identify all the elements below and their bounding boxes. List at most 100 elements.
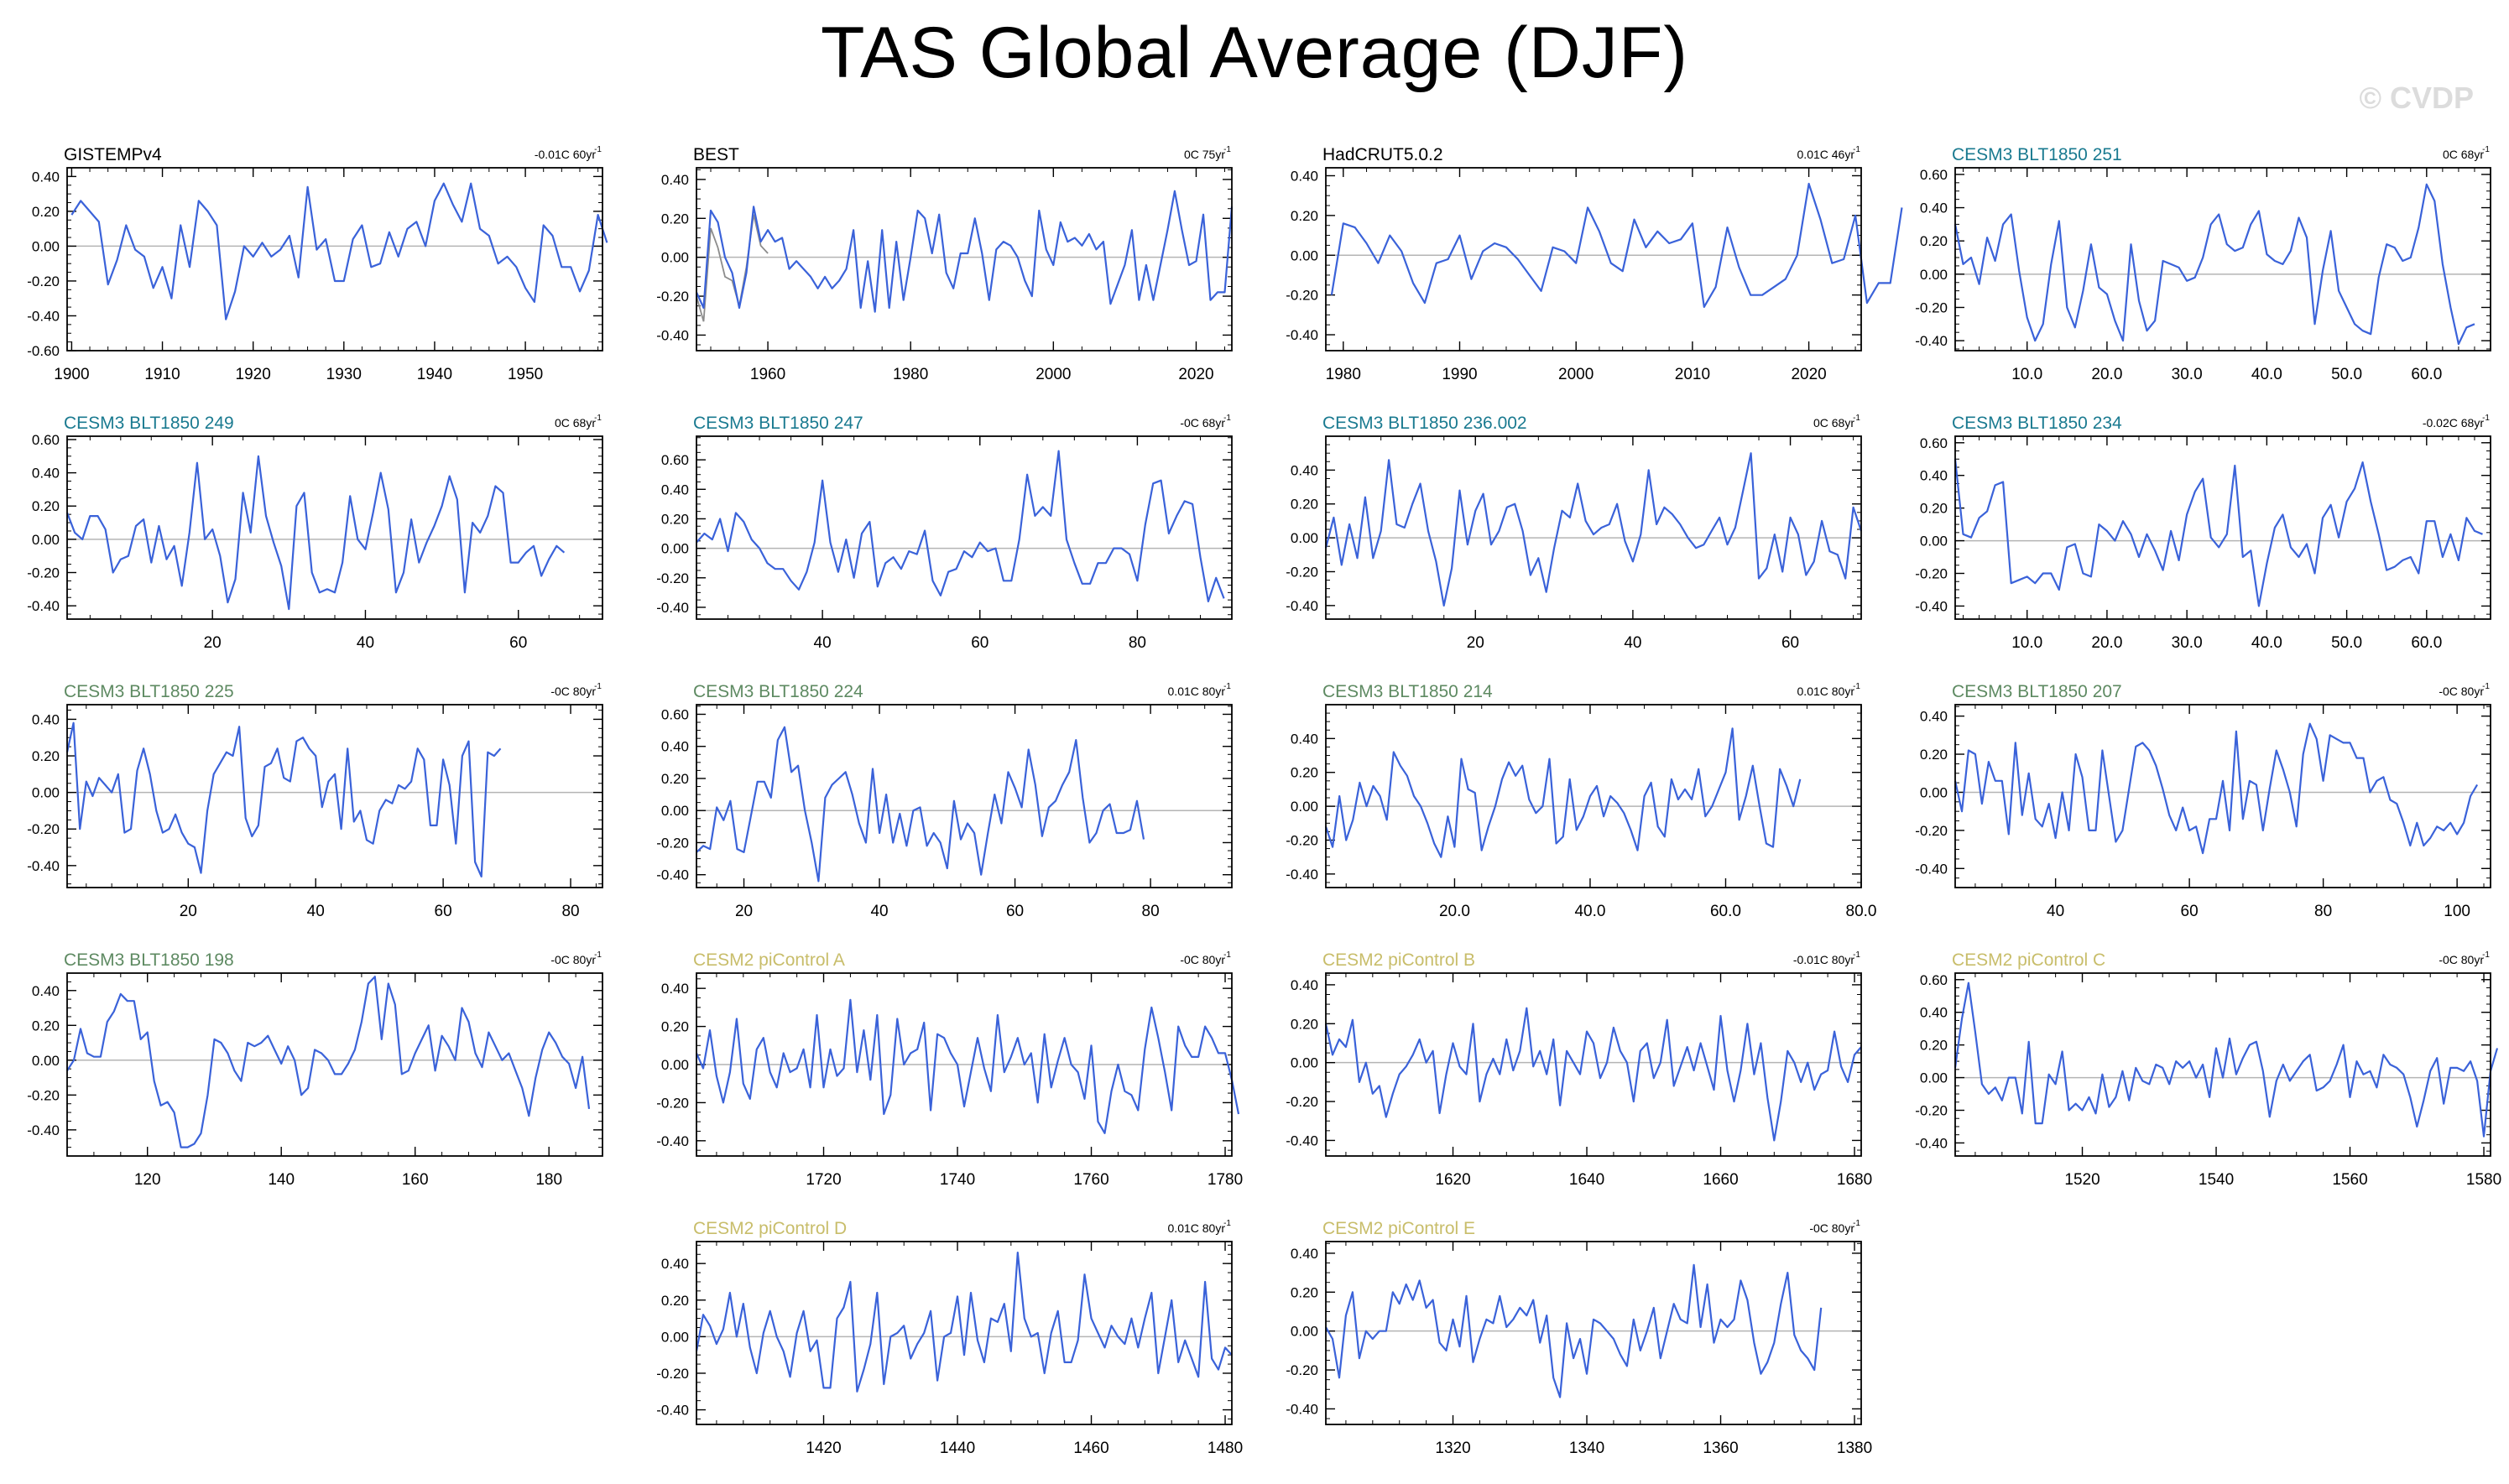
x-tick-label: 60 bbox=[971, 634, 988, 652]
x-tick-label: 1580 bbox=[2466, 1171, 2501, 1189]
y-tick-label: 0.00 bbox=[1920, 784, 1948, 800]
y-tick-label: 0.20 bbox=[661, 211, 689, 227]
x-tick-label: 1760 bbox=[1073, 1171, 1108, 1189]
trend-exponent: -1 bbox=[1853, 950, 1860, 960]
trend-exponent: -1 bbox=[594, 682, 602, 691]
y-tick-label: -0.40 bbox=[1915, 861, 1948, 877]
y-tick-label: 0.40 bbox=[1291, 731, 1318, 747]
y-tick-label: -0.40 bbox=[1286, 867, 1318, 883]
plot-frame bbox=[1954, 167, 2491, 351]
y-tick-label: 0.60 bbox=[661, 452, 689, 468]
x-tick-label: 1990 bbox=[1442, 366, 1477, 383]
x-tick-label: 60 bbox=[509, 634, 527, 652]
y-tick-label: 0.20 bbox=[661, 1293, 689, 1309]
panel: 1900 1910 1920 1930 1940 1950 0.40 0.20 0.00 -0.2… bbox=[27, 145, 608, 383]
y-tick-label: 0.40 bbox=[1291, 168, 1318, 184]
x-tick-label: 140 bbox=[268, 1171, 295, 1189]
x-tick-label: 10.0 bbox=[2011, 366, 2042, 383]
y-tick-label: 0.00 bbox=[661, 803, 689, 819]
trend-exponent: -1 bbox=[1223, 1219, 1231, 1228]
x-tick-label: 40 bbox=[2047, 903, 2064, 920]
y-tick-label: -0.40 bbox=[1286, 327, 1318, 343]
x-tick-label: 1640 bbox=[1569, 1171, 1604, 1189]
y-tick-label: -0.40 bbox=[27, 308, 60, 324]
y-tick-label: -0.40 bbox=[1286, 1133, 1318, 1148]
x-tick-label: 30.0 bbox=[2172, 366, 2203, 383]
plot-frame bbox=[66, 435, 603, 620]
y-tick-label: 0.00 bbox=[32, 785, 60, 801]
series-line bbox=[695, 190, 1234, 313]
plot-frame bbox=[696, 704, 1233, 888]
y-tick-label: -0.40 bbox=[656, 327, 689, 343]
x-tick-label: 40 bbox=[814, 634, 832, 652]
x-tick-label: 20 bbox=[1467, 634, 1484, 652]
y-tick-label: 0.00 bbox=[1920, 1070, 1948, 1086]
trend-exponent: -1 bbox=[594, 950, 602, 960]
panel: 10.0 20.0 30.0 40.0 50.0 60.0 0.60 0.40 0.20 0.00… bbox=[1915, 145, 2491, 383]
y-tick-label: -0.40 bbox=[656, 867, 689, 883]
panel-title: BEST bbox=[693, 145, 739, 164]
cvdp-watermark: © CVDP bbox=[2359, 81, 2474, 115]
plot-frame bbox=[1325, 972, 1862, 1157]
x-tick-label: 20.0 bbox=[2091, 366, 2122, 383]
trend-exponent: -1 bbox=[1223, 414, 1231, 423]
x-tick-label: 160 bbox=[402, 1171, 429, 1189]
panel-title: CESM3 BLT1850 236.002 bbox=[1322, 414, 1527, 433]
panel: 1320 1340 1360 1380 0.40 0.20 0.00 -0.20 -0.40 CE… bbox=[1286, 1219, 1872, 1457]
x-tick-label: 80 bbox=[1142, 903, 1160, 920]
panel: 1620 1640 1660 1680 0.40 0.20 0.00 -0.20 -0.40 CE… bbox=[1286, 950, 1872, 1189]
y-tick-label: 0.00 bbox=[661, 541, 689, 557]
y-tick-label: -0.20 bbox=[1915, 823, 1948, 839]
y-tick-label: 0.20 bbox=[1291, 208, 1318, 224]
plot-frame bbox=[1325, 435, 1862, 620]
x-tick-label: 1920 bbox=[236, 366, 271, 383]
y-tick-label: -0.20 bbox=[656, 289, 689, 305]
y-tick-label: -0.20 bbox=[27, 1087, 60, 1103]
x-tick-label: 50.0 bbox=[2331, 366, 2362, 383]
series-line bbox=[1330, 182, 1903, 308]
y-tick-label: 0.20 bbox=[661, 771, 689, 787]
x-tick-label: 60 bbox=[2181, 903, 2199, 920]
panel-title: CESM2 piControl E bbox=[1322, 1219, 1475, 1238]
trend-exponent: -1 bbox=[2482, 414, 2490, 423]
series-line bbox=[696, 726, 1145, 883]
trend-label: -0.01C 80yr bbox=[1793, 953, 1854, 966]
y-tick-label: 0.60 bbox=[1920, 435, 1948, 451]
y-tick-label: -0.40 bbox=[27, 1122, 60, 1138]
y-tick-label: 0.00 bbox=[1291, 530, 1318, 546]
series-line bbox=[695, 998, 1240, 1134]
x-tick-label: 1680 bbox=[1837, 1171, 1872, 1189]
series-line bbox=[65, 721, 502, 878]
panel-title: CESM3 BLT1850 198 bbox=[64, 950, 234, 970]
panel-title: GISTEMPv4 bbox=[64, 145, 162, 164]
y-tick-label: 0.00 bbox=[32, 238, 60, 254]
trend-exponent: -1 bbox=[2482, 950, 2490, 960]
y-tick-label: 0.20 bbox=[1920, 747, 1948, 763]
trend-label: 0.01C 80yr bbox=[1797, 685, 1855, 698]
trend-exponent: -1 bbox=[594, 414, 602, 423]
x-tick-label: 1940 bbox=[417, 366, 452, 383]
panel-title: CESM3 BLT1850 224 bbox=[693, 682, 863, 701]
plot-frame bbox=[1954, 972, 2491, 1157]
y-tick-label: 0.40 bbox=[1291, 977, 1318, 993]
trend-label: 0C 75yr bbox=[1184, 148, 1225, 161]
panel-title: CESM3 BLT1850 249 bbox=[64, 414, 234, 433]
x-tick-label: 1540 bbox=[2199, 1171, 2234, 1189]
y-tick-label: -0.40 bbox=[656, 1133, 689, 1149]
panel-title: CESM3 BLT1850 225 bbox=[64, 682, 234, 701]
x-tick-label: 40.0 bbox=[2251, 366, 2282, 383]
y-tick-label: 0.00 bbox=[1920, 534, 1948, 549]
series-line bbox=[1953, 183, 2475, 346]
y-tick-label: -0.20 bbox=[27, 273, 60, 289]
x-tick-label: 40 bbox=[307, 903, 325, 920]
y-tick-label: -0.20 bbox=[656, 835, 689, 851]
plot-frame bbox=[696, 972, 1233, 1157]
y-tick-label: 0.40 bbox=[661, 981, 689, 997]
trend-label: 0.01C 46yr bbox=[1797, 148, 1855, 161]
panel: 10.0 20.0 30.0 40.0 50.0 60.0 0.60 0.40 0.20 0.00… bbox=[1915, 414, 2491, 652]
y-tick-label: -0.60 bbox=[27, 343, 60, 359]
y-tick-label: 0.00 bbox=[661, 250, 689, 266]
y-tick-label: 0.60 bbox=[661, 706, 689, 722]
y-tick-label: 0.00 bbox=[661, 1329, 689, 1345]
y-tick-label: 0.20 bbox=[32, 498, 60, 514]
